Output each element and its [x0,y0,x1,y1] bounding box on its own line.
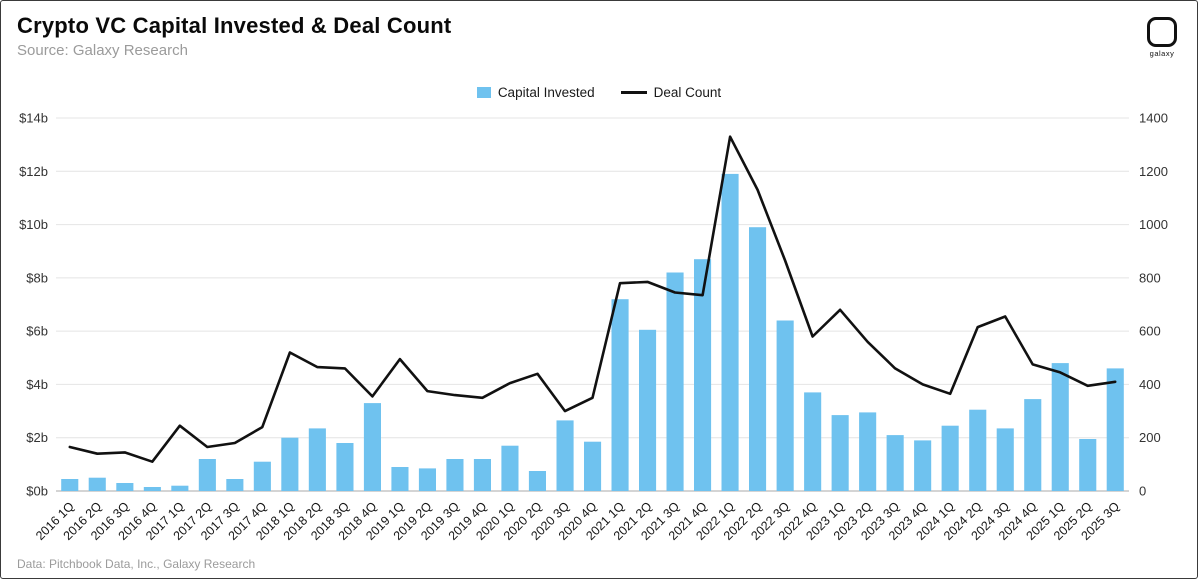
svg-text:$12b: $12b [19,164,48,179]
galaxy-logo: galaxy [1147,17,1177,58]
chart-header: Crypto VC Capital Invested & Deal Count … [17,13,451,59]
data-credit: Data: Pitchbook Data, Inc., Galaxy Resea… [17,557,256,571]
svg-text:$6b: $6b [26,324,48,339]
svg-text:1400: 1400 [1139,111,1168,126]
legend-label-capital-invested: Capital Invested [497,85,595,100]
legend-label-deal-count: Deal Count [653,85,722,100]
chart-legend: Capital Invested Deal Count [1,85,1197,100]
legend-item-capital-invested: Capital Invested [476,85,595,100]
combo-bar-line-chart: $0b $2b $4b $6b $8b $10b $12b $14b 0 200 400 600 800… [19,111,1168,544]
svg-text:$8b: $8b [26,270,48,285]
svg-text:$2b: $2b [26,430,48,445]
svg-text:200: 200 [1139,430,1161,445]
svg-text:$10b: $10b [19,217,48,232]
deal-count-swatch-icon [620,91,647,94]
svg-text:1200: 1200 [1139,164,1168,179]
legend-item-deal-count: Deal Count [620,85,722,100]
capital-invested-swatch-icon [476,87,491,98]
galaxy-logo-text: galaxy [1149,49,1175,58]
source-subtitle: Source: Galaxy Research [17,42,188,59]
svg-text:0: 0 [1139,484,1146,499]
galaxy-logo-icon [1147,17,1177,47]
svg-text:600: 600 [1139,324,1161,339]
page-title: Crypto VC Capital Invested & Deal Count [17,13,452,38]
svg-text:$14b: $14b [19,111,48,126]
svg-text:$0b: $0b [26,484,48,499]
svg-text:1000: 1000 [1139,217,1168,232]
svg-text:400: 400 [1139,377,1161,392]
svg-text:800: 800 [1139,270,1161,285]
svg-text:$4b: $4b [26,377,48,392]
